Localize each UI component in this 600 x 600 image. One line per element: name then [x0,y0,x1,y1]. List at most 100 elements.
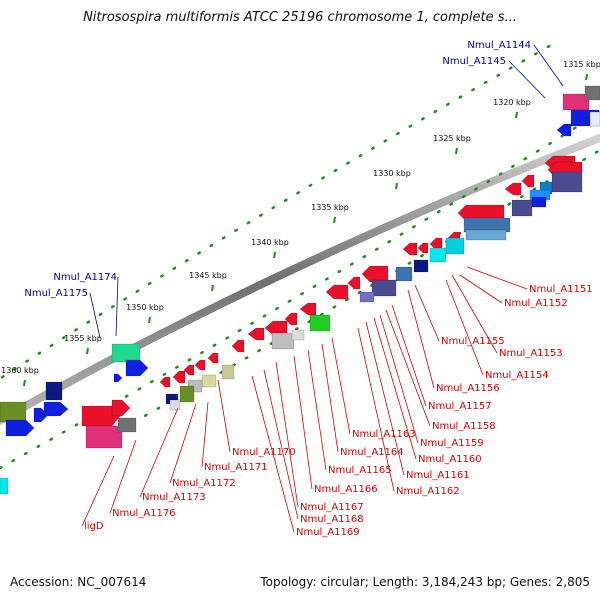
gene-arrow [417,242,429,254]
gene-arrow [172,370,186,384]
gene-arrow [5,419,35,437]
leader-line [414,284,440,342]
gene-label: Nmul_A1163 [352,429,416,440]
gene-block [359,291,375,303]
scale-tick-mark [23,379,26,387]
gene-block [589,111,600,127]
gene-block [465,229,507,241]
gene-block [291,329,305,341]
scale-tick-label: 1315 kbp [563,60,600,69]
scale-tick-mark [515,111,518,119]
gene-block [179,385,195,403]
gene-arrow [125,359,149,377]
gene-block [445,237,465,255]
leader-line [357,327,395,492]
gene-label: Nmul_A1165 [328,465,392,476]
gene-block [584,85,600,101]
map-title: Nitrosospira multiformis ATCC 25196 chro… [83,10,517,25]
leader-line [251,375,295,533]
leader-line [217,379,231,453]
gene-block [413,259,429,273]
scale-tick-mark [148,316,151,324]
gene-label: Nmul_A1158 [432,421,496,432]
gene-label: Nmul_A1173 [142,492,206,503]
gene-arrow [194,359,206,371]
gene-block [221,364,235,380]
gene-block [531,196,547,208]
gene-arrow [231,339,245,353]
gene-arrow [325,284,349,300]
scale-tick-mark [211,284,214,292]
gene-arrow [347,276,361,290]
leader-line [533,44,564,87]
gene-label: Nmul_A1170 [232,447,296,458]
accession-text: Accession: NC_007614 [10,575,147,589]
gene-label: Nmul_A1171 [204,462,268,473]
gene-block [0,477,9,495]
gene-label: ligD [84,521,104,532]
gene-label: Nmul_A1155 [441,336,505,347]
gene-label: Nmul_A1172 [172,478,236,489]
leader-line [373,317,417,460]
gene-arrow [183,364,195,376]
gene-block [201,374,217,388]
gene-arrow [521,174,535,188]
scale-tick-mark [86,347,89,355]
gene-arrow [504,182,522,196]
scale-tick-label: 1340 kbp [251,238,289,247]
leader-line [109,439,137,514]
leader-line [445,279,484,376]
topology-summary: Topology: circular; Length: 3,184,243 bp… [260,575,590,589]
gene-arrow [247,327,265,341]
leader-line [331,337,351,435]
gene-arrow [299,302,317,316]
gene-label: Nmul_A1156 [436,383,500,394]
gene-arrow [81,405,121,427]
gene-arrow [43,401,69,417]
gene-arrow [361,265,389,283]
gene-label: Nmul_A1164 [340,447,404,458]
gene-block [85,425,123,449]
gene-block [117,417,137,433]
scale-tick-mark [395,182,398,190]
leader-line [508,60,546,99]
gene-label: Nmul_A1159 [420,438,484,449]
gene-label: Nmul_A1144 [467,40,531,51]
scale-tick-label: 1355 kbp [64,334,102,343]
gene-label: Nmul_A1160 [418,454,482,465]
gene-arrow [111,399,131,417]
scale-tick-label: 1360 kbp [1,366,39,375]
gene-arrow [556,123,572,137]
gene-label: Nmul_A1166 [314,484,378,495]
leader-line [391,304,427,407]
leader-line [379,314,419,444]
gene-label: Nmul_A1151 [529,284,593,295]
leader-line [115,276,119,337]
leader-line [169,403,197,484]
leader-line [263,369,299,520]
leader-line [307,349,327,471]
gene-block [309,314,331,332]
gene-label: Nmul_A1161 [406,470,470,481]
leader-line [385,309,431,427]
leader-line [407,289,435,389]
gene-label: Nmul_A1153 [499,348,563,359]
gene-block [0,401,27,423]
scale-tick-label: 1345 kbp [189,271,227,280]
scale-tick-label: 1350 kbp [126,303,164,312]
leader-line [275,361,299,508]
scale-tick-mark [333,216,336,224]
scale-tick-label: 1335 kbp [311,203,349,212]
scale-tick-mark [455,147,458,155]
gene-block [45,381,63,401]
gene-block [111,343,141,363]
gene-block [429,247,447,263]
gene-label: Nmul_A1154 [485,370,549,381]
leader-line [139,407,179,498]
gene-block [371,279,397,297]
gene-arrow [159,376,171,388]
gene-label: Nmul_A1167 [300,502,364,513]
gene-label: Nmul_A1176 [112,508,176,519]
scale-tick-label: 1320 kbp [493,98,531,107]
